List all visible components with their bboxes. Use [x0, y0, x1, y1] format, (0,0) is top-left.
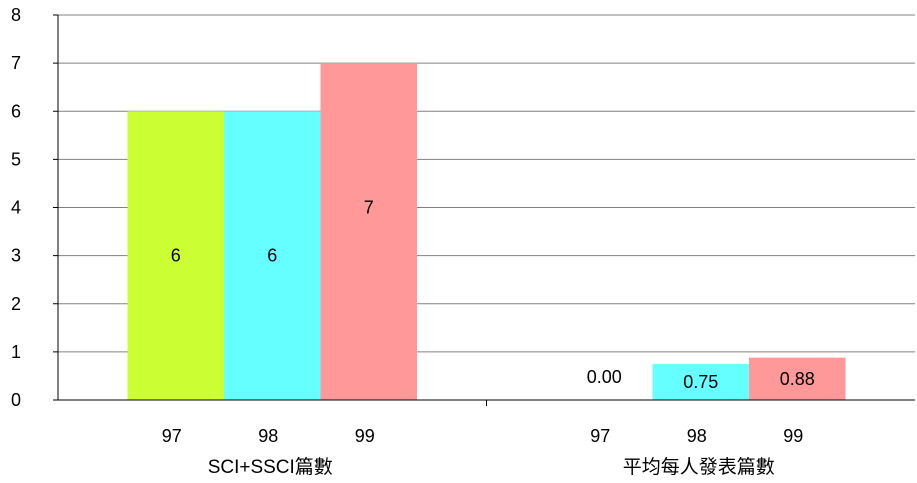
category-label-group1-97: 97: [590, 426, 610, 446]
data-label-group1-99: 0.88: [780, 369, 815, 389]
y-tick-label-4: 4: [11, 198, 21, 218]
category-label-group0-99: 99: [355, 426, 375, 446]
data-label-group0-97: 6: [171, 246, 181, 266]
y-tick-label-8: 8: [11, 5, 21, 25]
category-label-group0-98: 98: [258, 426, 278, 446]
y-tick-label-0: 0: [11, 390, 21, 410]
y-tick-label-2: 2: [11, 294, 21, 314]
data-label-group1-97: 0.00: [587, 367, 622, 387]
bar-group0-99: [320, 63, 417, 400]
labels: 0 1 2 3 4 5 6 7 8 6 97 6 98 7 99 SCI+SSCI篇數 0.00 97 0.75 98…: [11, 5, 815, 478]
y-tick-label-6: 6: [11, 101, 21, 121]
bar-group0-97: [127, 111, 224, 400]
data-label-group0-98: 6: [267, 246, 277, 266]
category-label-group0-97: 97: [162, 426, 182, 446]
data-label-group1-98: 0.75: [683, 372, 718, 392]
category-label-group1-99: 99: [783, 426, 803, 446]
y-tick-label-5: 5: [11, 149, 21, 169]
category-label-group1-98: 98: [687, 426, 707, 446]
axes: [53, 14, 915, 406]
y-tick-label-3: 3: [11, 246, 21, 266]
group-label-1: 平均每人發表篇數: [623, 456, 775, 478]
group-label-0: SCI+SSCI篇數: [208, 456, 333, 478]
bars: [127, 63, 846, 400]
y-tick-label-1: 1: [11, 342, 21, 362]
bar-group1-99: [749, 357, 846, 400]
bar-group1-98: [652, 363, 749, 400]
y-tick-label-7: 7: [11, 53, 21, 73]
bar-group0-98: [224, 111, 321, 400]
data-label-group0-99: 7: [364, 198, 374, 218]
